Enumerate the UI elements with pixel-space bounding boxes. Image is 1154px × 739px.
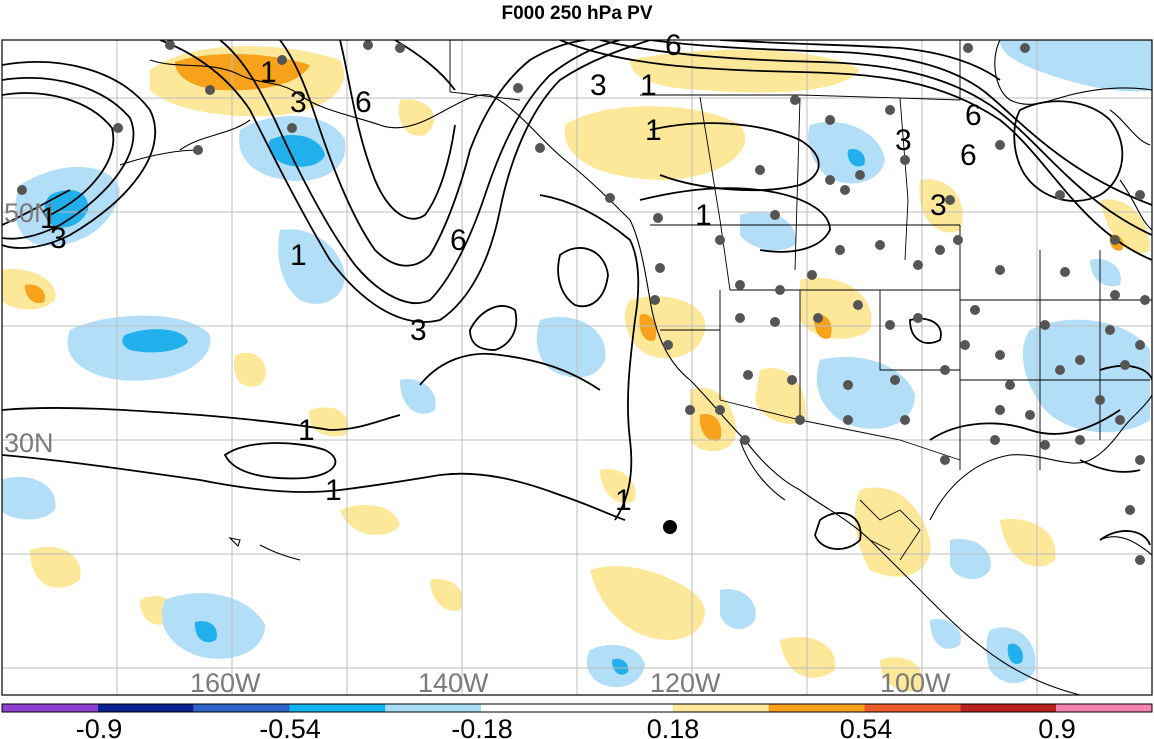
colorbar-bin	[2, 704, 98, 712]
contour-label: 3	[290, 86, 307, 119]
colorbar-label: -0.9	[76, 714, 123, 739]
contour-label: 1	[640, 69, 657, 102]
contour-label: 1	[325, 474, 342, 507]
lon-label-100w: 100W	[880, 668, 951, 698]
positive-anomaly-fill-mid	[24, 54, 1124, 441]
colorbar-bin	[385, 704, 482, 712]
contour-label: 3	[930, 189, 947, 222]
colorbar-bin	[577, 704, 673, 712]
latitude-labels: 50N 30N	[4, 198, 54, 458]
contour-label: 3	[410, 314, 427, 347]
colorbar-label: -0.54	[259, 714, 321, 739]
lon-label-120w: 120W	[650, 668, 721, 698]
colorbar-label: 0.9	[1038, 714, 1076, 739]
colorbar-bin	[864, 704, 961, 712]
colorbar-bin	[960, 704, 1057, 712]
lat-lon-grid	[2, 40, 1152, 695]
colorbar-bin	[193, 704, 290, 712]
contour-labels: 1 3 6 1 3 6 1 3 6 1 3 1 6 1 3 1 1 1 3 6	[40, 29, 982, 517]
colorbar-label: 0.18	[647, 714, 700, 739]
lat-label-30n: 30N	[4, 428, 54, 458]
contour-label: 6	[960, 139, 977, 172]
contour-label: 6	[450, 224, 467, 257]
contour-label: 1	[290, 239, 307, 272]
colorbar-bin	[289, 704, 386, 712]
contour-label: 1	[40, 202, 57, 235]
pv-contours	[2, 40, 1152, 550]
colorbar-bin	[768, 704, 865, 712]
contour-label: 1	[695, 199, 712, 232]
location-marker	[663, 520, 677, 534]
colorbar-bin	[481, 704, 577, 712]
colorbar-bin	[672, 704, 769, 712]
contour-label: 3	[590, 69, 607, 102]
contour-label: 6	[665, 29, 682, 62]
station-markers	[17, 40, 1150, 565]
contour-label: 1	[645, 114, 662, 147]
contour-label: 1	[298, 414, 315, 447]
colorbar-bin	[1056, 704, 1152, 712]
contour-label: 3	[50, 222, 67, 255]
contour-label: 1	[615, 484, 632, 517]
negative-anomaly-fill-mid	[44, 135, 1023, 675]
contour-label: 1	[260, 56, 277, 89]
political-boundaries	[449, 40, 1152, 561]
lat-label-50n: 50N	[4, 198, 54, 228]
lon-label-160w: 160W	[190, 668, 261, 698]
lon-label-140w: 140W	[418, 668, 489, 698]
colorbar-label: -0.18	[451, 714, 513, 739]
contour-label: 3	[895, 124, 912, 157]
colorbar-bin	[97, 704, 194, 712]
colorbar: -0.9 -0.54 -0.18 0.18 0.54 0.9	[1, 703, 1153, 739]
colorbar-label: 0.54	[840, 714, 893, 739]
contour-label: 6	[965, 99, 982, 132]
longitude-labels: 160W 140W 120W 100W	[190, 668, 951, 698]
map-title: F000 250 hPa PV	[501, 3, 653, 24]
map-frame	[1, 39, 1153, 696]
contour-label: 6	[355, 86, 372, 119]
coastlines	[119, 40, 1152, 695]
